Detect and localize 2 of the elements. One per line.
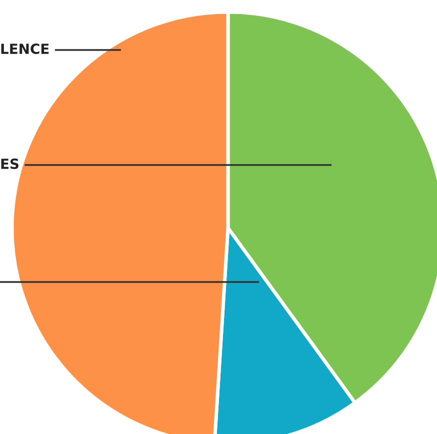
slice-label: ES xyxy=(1,158,18,170)
slice-label: LENCE xyxy=(1,44,49,54)
